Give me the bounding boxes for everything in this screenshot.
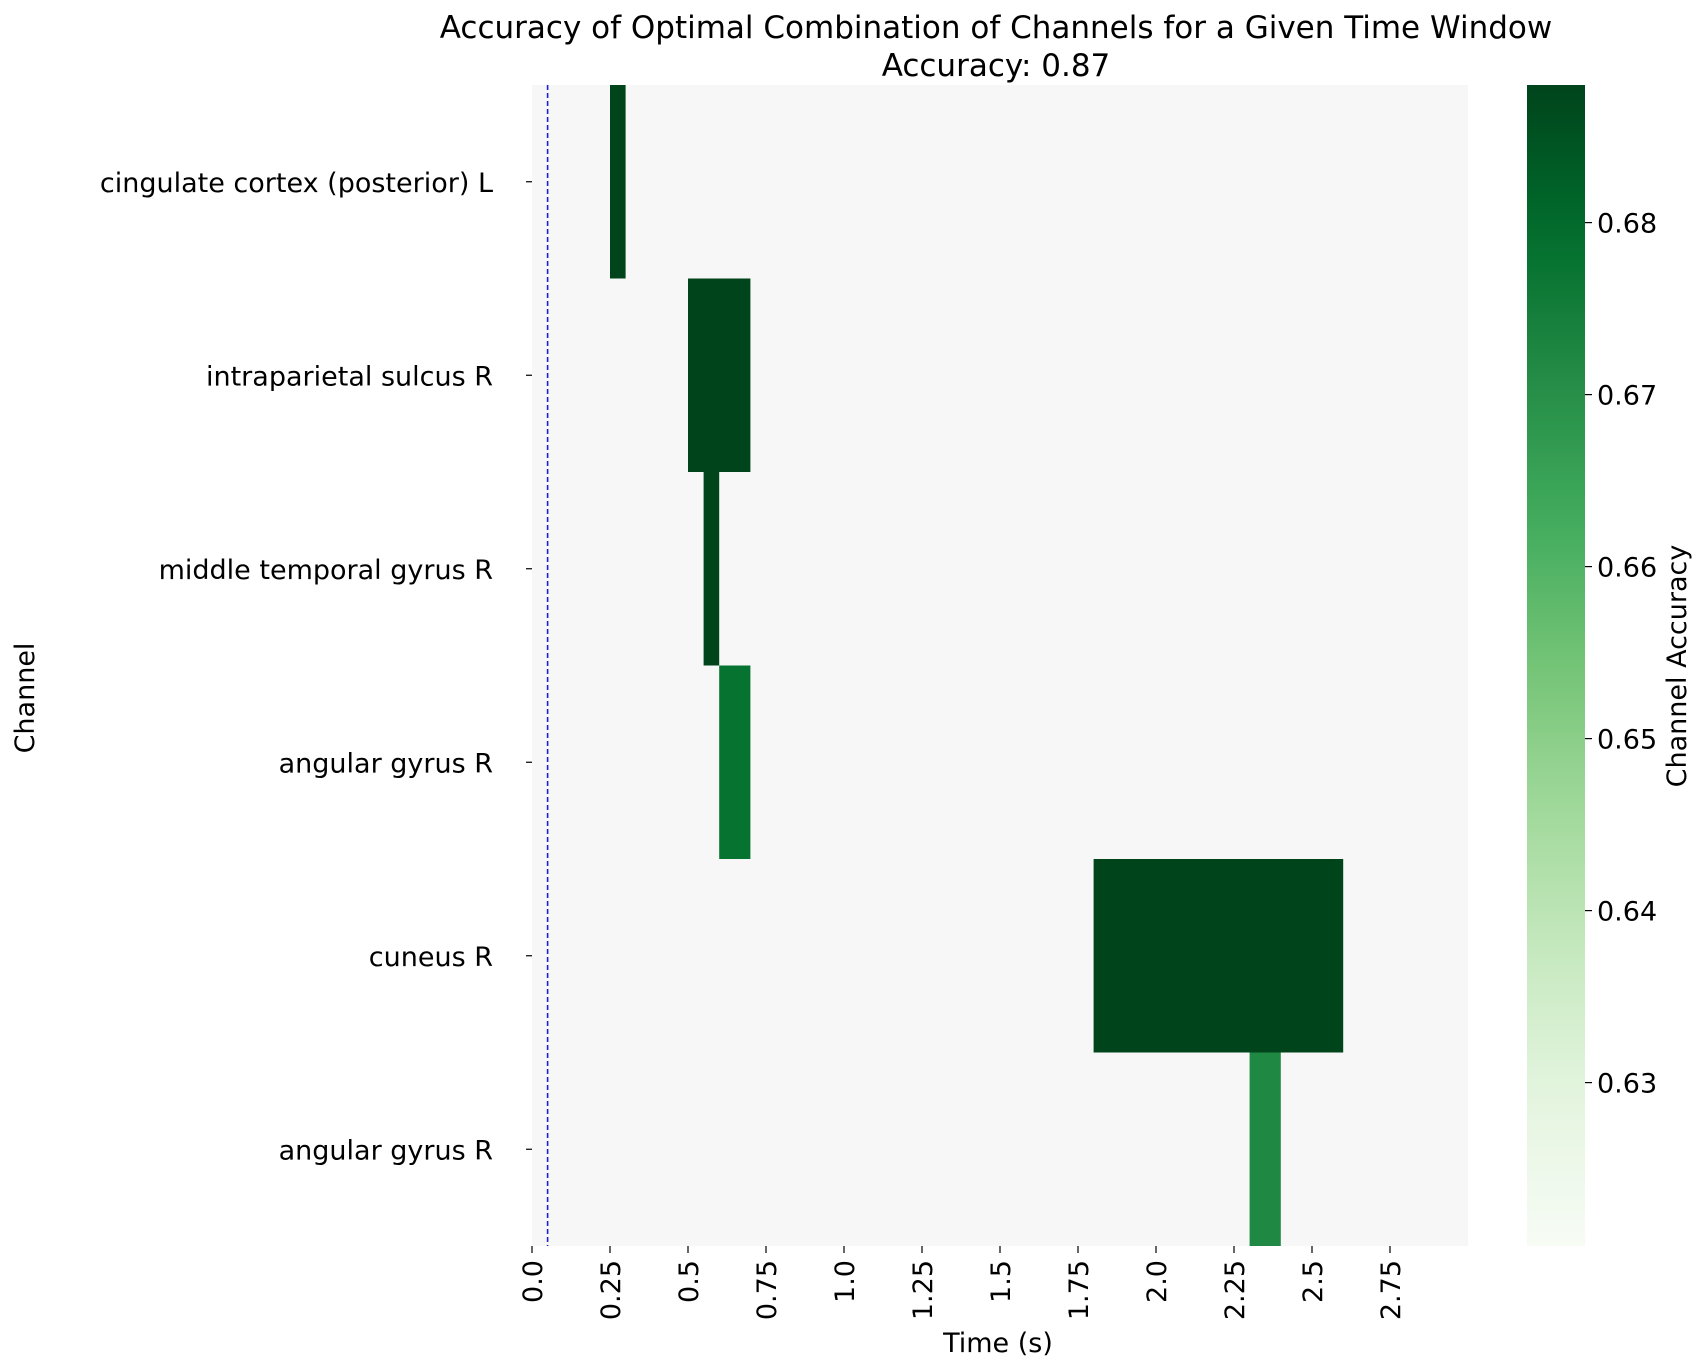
heatmap-background [532,85,1468,1246]
colorbar-tick-label: 0.63 [1597,1069,1657,1100]
x-tick-label: 0.75 [752,1260,783,1320]
y-tick-label: middle temporal gyrus R [159,555,493,586]
heatmap-cell [1093,859,1344,1053]
x-tick-label: 1.5 [986,1260,1017,1303]
x-tick-label: 1.25 [908,1260,939,1320]
y-tick-label: intraparietal sulcus R [206,361,493,392]
colorbar-tick-label: 0.66 [1597,553,1657,584]
x-tick-label: 1.0 [830,1260,861,1303]
y-tick-label: cuneus R [369,942,493,973]
x-tick-label: 0.5 [674,1260,705,1303]
x-tick-label: 2.5 [1298,1260,1329,1303]
colorbar-gradient [1527,85,1585,1246]
x-tick-label: 2.75 [1376,1260,1407,1320]
chart-title: Accuracy of Optimal Combination of Chann… [440,10,1552,46]
heatmap-cell [610,85,626,279]
x-tick-label: 0.0 [518,1260,549,1303]
x-tick-label: 1.75 [1064,1260,1095,1320]
y-tick-label: angular gyrus R [279,748,493,779]
plot-area: cingulate cortex (posterior) L intraparie… [100,85,1468,1320]
y-tick-label: cingulate cortex (posterior) L [100,168,493,199]
colorbar-tick-label: 0.67 [1597,381,1657,412]
x-tick-label: 2.0 [1142,1260,1173,1303]
colorbar-tick-label: 0.64 [1597,897,1657,928]
x-axis-label: Time (s) [942,1328,1053,1359]
heatmap-cell [719,665,751,859]
heatmap-cell [688,278,751,472]
y-axis-label: Channel [10,643,41,754]
colorbar-tick-label: 0.68 [1597,209,1657,240]
x-tick-label: 2.25 [1220,1260,1251,1320]
y-tick-label: angular gyrus R [279,1135,493,1166]
colorbar-tick-label: 0.65 [1597,725,1657,756]
colorbar-label: Channel Accuracy [1662,545,1693,788]
chart-subtitle: Accuracy: 0.87 [882,48,1111,84]
x-tick-label: 0.25 [596,1260,627,1320]
colorbar: 0.63 0.64 0.65 0.66 0.67 0.68 [1527,85,1657,1246]
heatmap-cell [1249,1052,1281,1246]
heatmap-cell [703,472,720,666]
